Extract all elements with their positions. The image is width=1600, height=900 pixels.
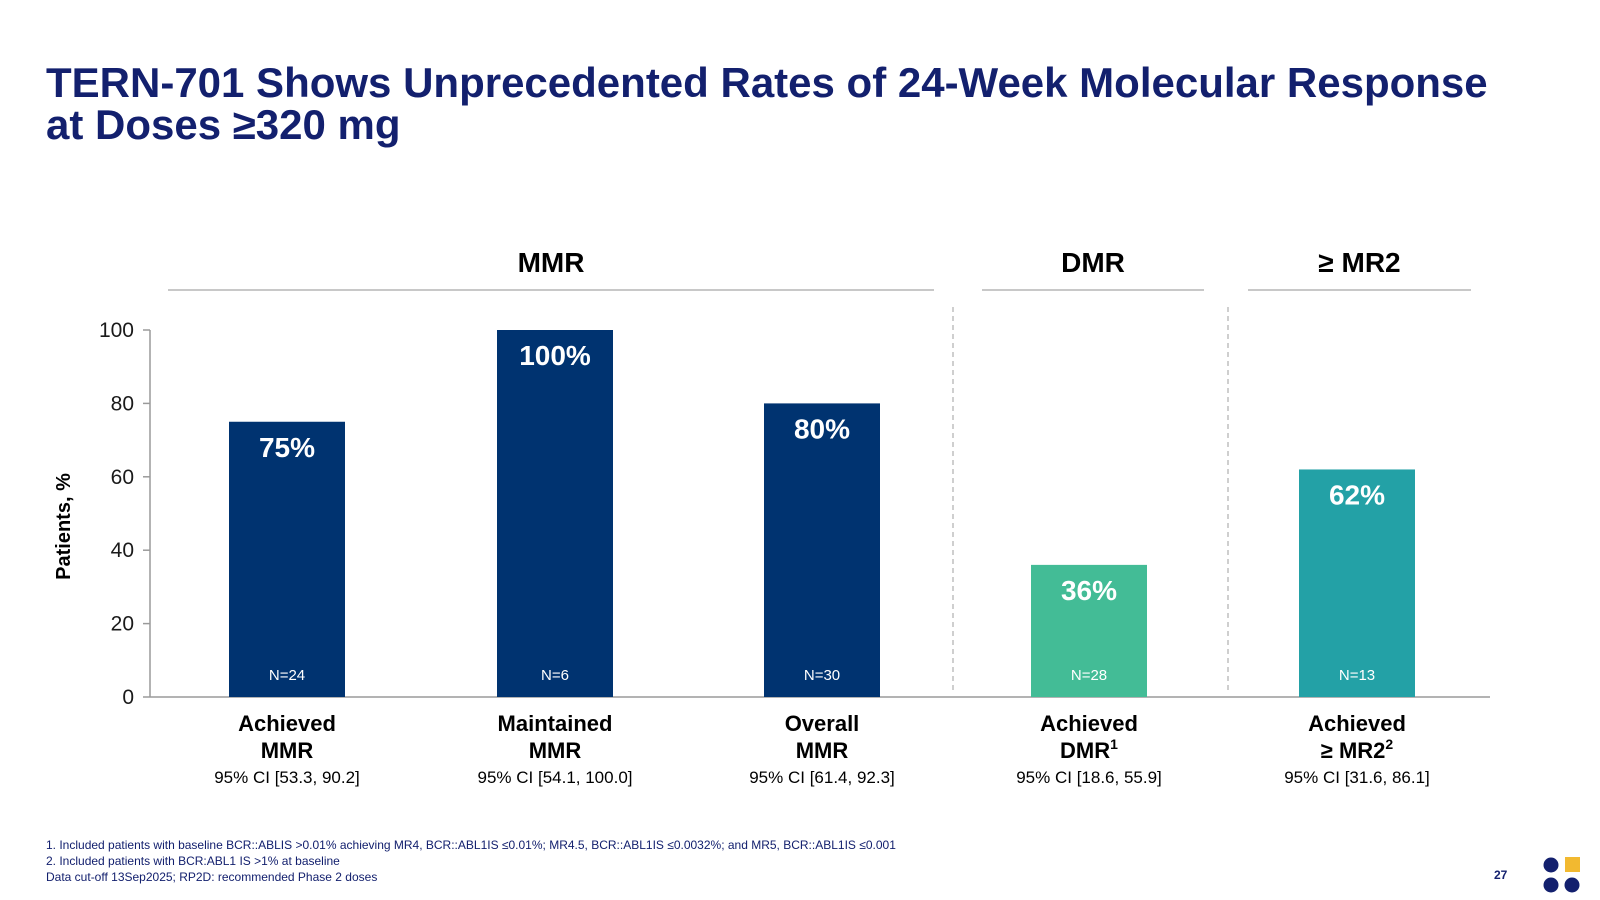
category-label-line-1: Overall (785, 711, 860, 736)
slide-title: TERN-701 Shows Unprecedented Rates of 24… (46, 62, 1566, 146)
footnote-superscript: 1 (1110, 736, 1118, 752)
footnote-superscript: 2 (1385, 736, 1393, 752)
category-label-line-1: Maintained (498, 711, 613, 736)
footnote-2: 2. Included patients with BCR:ABL1 IS >1… (46, 854, 340, 868)
slide-title-line-2: at Doses ≥320 mg (46, 101, 401, 148)
footnote-3: Data cut-off 13Sep2025; RP2D: recommende… (46, 870, 378, 884)
y-tick-label: 20 (111, 613, 134, 636)
category-label-line-2: MMR (261, 738, 314, 763)
footnotes: 1. Included patients with baseline BCR::… (46, 837, 896, 885)
confidence-interval-label: 95% CI [31.6, 86.1] (1284, 768, 1430, 787)
bar-n-label: N=24 (269, 667, 305, 684)
category-label-line-2: ≥ MR22 (1321, 736, 1394, 763)
bar-value-label: 100% (519, 340, 591, 371)
bar (497, 330, 613, 697)
confidence-interval-label: 95% CI [18.6, 55.9] (1016, 768, 1162, 787)
bar-n-label: N=13 (1339, 667, 1375, 684)
category-label-line-1: Achieved (1308, 711, 1406, 736)
company-logo (1543, 857, 1580, 893)
bar-n-label: N=28 (1071, 667, 1107, 684)
group-header: MMR (518, 247, 585, 278)
bar-n-label: N=6 (541, 667, 569, 684)
bar (229, 421, 345, 697)
y-tick-label: 60 (111, 466, 134, 489)
y-tick-label: 80 (111, 392, 134, 415)
page-number: 27 (1494, 868, 1508, 882)
y-tick-label: 100 (99, 319, 134, 342)
group-header: ≥ MR2 (1318, 247, 1400, 278)
bar-value-label: 80% (794, 413, 850, 444)
slide-title-line-1: TERN-701 Shows Unprecedented Rates of 24… (46, 59, 1488, 106)
bar-value-label: 75% (259, 432, 315, 463)
category-label-line-2: MMR (796, 738, 849, 763)
bar (764, 403, 880, 697)
confidence-interval-label: 95% CI [53.3, 90.2] (214, 768, 360, 787)
category-label-line-2: DMR1 (1060, 736, 1118, 763)
footnote-1: 1. Included patients with baseline BCR::… (46, 838, 896, 852)
bar (1299, 469, 1415, 697)
category-label-line-1: Achieved (1040, 711, 1138, 736)
y-tick-label: 40 (111, 539, 134, 562)
bar (1031, 564, 1147, 697)
y-axis-title: Patients, % (53, 473, 75, 580)
y-tick-label: 0 (122, 686, 134, 709)
group-header: DMR (1061, 247, 1125, 278)
confidence-interval-label: 95% CI [61.4, 92.3] (749, 768, 895, 787)
bar-value-label: 62% (1329, 479, 1385, 510)
bar-chart: 0 20 40 60 80 100 Patients, % MMR DMR ≥ MR2 75% N=2… (53, 247, 1490, 787)
category-label-line-1: Achieved (238, 711, 336, 736)
bar-value-label: 36% (1061, 575, 1117, 606)
bar-n-label: N=30 (804, 667, 840, 684)
category-label-line-2: MMR (529, 738, 582, 763)
confidence-interval-label: 95% CI [54.1, 100.0] (478, 768, 633, 787)
